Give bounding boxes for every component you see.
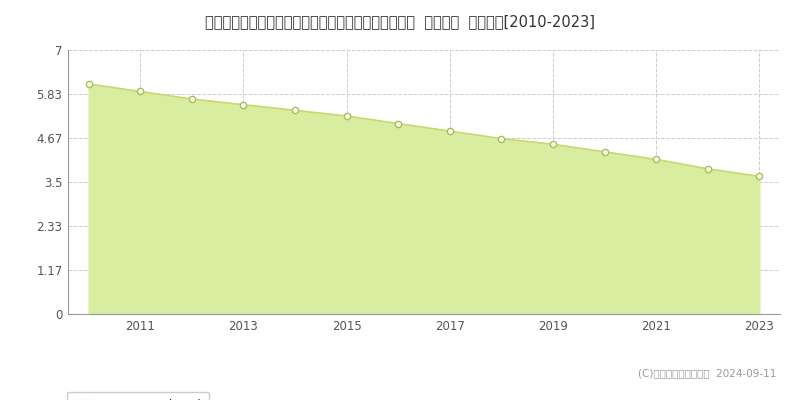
Text: 鹿児島県大島郡和泊町大字手々知名字船畠１６３番３  地価公示  地価推移[2010-2023]: 鹿児島県大島郡和泊町大字手々知名字船畠１６３番３ 地価公示 地価推移[2010-… — [205, 14, 595, 29]
Text: (C)土地価格ドットコム  2024-09-11: (C)土地価格ドットコム 2024-09-11 — [638, 368, 776, 378]
Legend: 地価公示 平均坪単価(万円/坪): 地価公示 平均坪単価(万円/坪) — [66, 392, 209, 400]
